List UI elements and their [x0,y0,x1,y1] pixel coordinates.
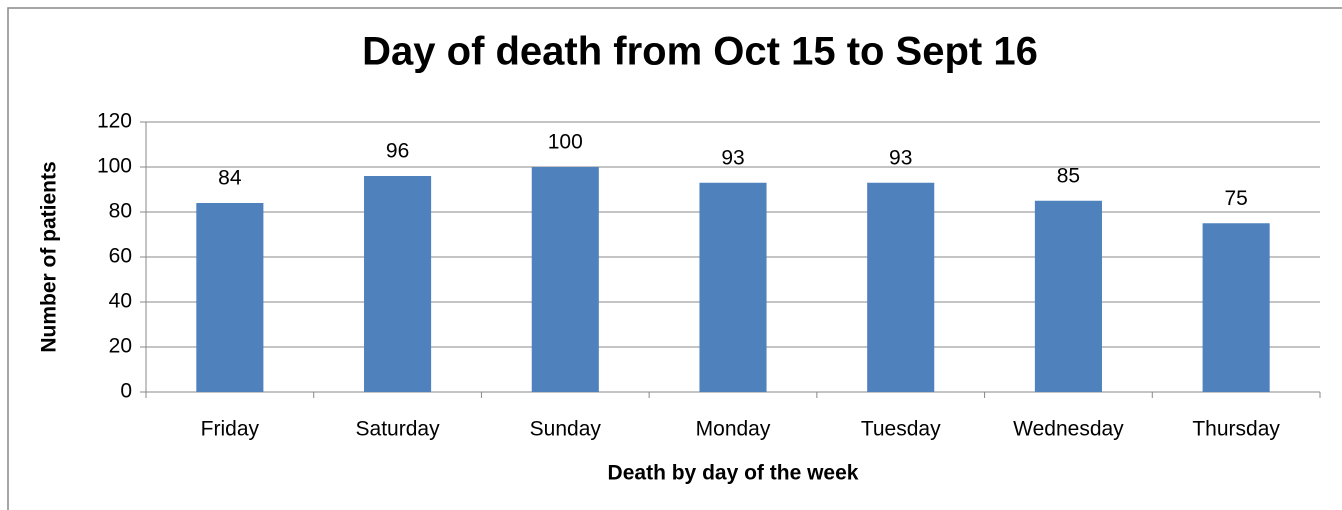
x-tick-label: Monday [696,418,771,441]
data-label: 93 [889,146,912,169]
bar [196,203,264,392]
data-label: 93 [721,146,744,169]
y-tick-label: 40 [109,290,132,313]
x-tick-label: Sunday [530,418,602,441]
x-tick-label: Wednesday [1013,418,1124,441]
x-tick-label: Friday [201,418,260,441]
y-axis-label: Number of patients [38,161,61,352]
y-tick-label: 60 [109,245,132,268]
y-tick-label: 80 [109,200,132,223]
x-tick-label: Tuesday [861,418,941,441]
data-label: 75 [1224,187,1247,210]
bar [364,176,432,392]
data-label: 96 [386,140,409,163]
chart-title: Day of death from Oct 15 to Sept 16 [362,30,1038,74]
x-tick-label: Thursday [1192,418,1280,441]
bar [531,167,599,392]
y-tick-label: 20 [109,335,132,358]
bar [1202,223,1270,392]
data-label: 84 [218,167,242,190]
y-tick-label: 0 [120,380,132,403]
y-tick-label: 120 [97,110,132,133]
x-axis-label: Death by day of the week [608,462,859,485]
y-tick-label: 100 [97,155,132,178]
bar [1034,200,1102,392]
x-tick-label: Saturday [356,418,441,441]
bar [699,182,767,392]
data-label: 85 [1057,164,1080,187]
bar [867,182,935,392]
data-label: 100 [548,131,583,154]
